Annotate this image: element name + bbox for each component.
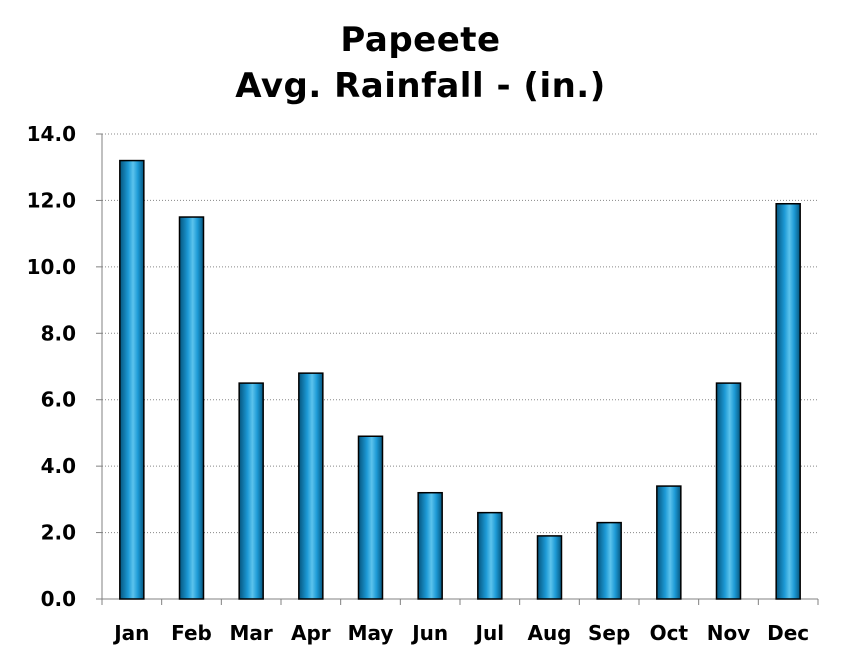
- x-tick-label: Aug: [527, 621, 571, 645]
- bar-jan: [119, 159, 145, 600]
- x-tick-label: Jun: [410, 621, 448, 645]
- x-tick-label: Jul: [474, 621, 505, 645]
- bar-jul: [477, 511, 503, 600]
- x-tick-label: Jan: [112, 621, 149, 645]
- bar-sep: [596, 521, 622, 600]
- x-tick-label: Mar: [230, 621, 273, 645]
- x-tick-label: Oct: [650, 621, 689, 645]
- bar-feb: [178, 216, 205, 600]
- bar-dec: [775, 203, 801, 600]
- x-tick-label: Feb: [171, 621, 212, 645]
- bar-may: [357, 435, 384, 600]
- bar-oct: [656, 485, 682, 600]
- y-tick-label: 12.0: [27, 188, 76, 212]
- chart-title-line-2: Avg. Rainfall - (in.): [235, 66, 606, 106]
- y-tick-label: 10.0: [27, 255, 76, 279]
- x-tick-label: Sep: [588, 621, 630, 645]
- y-tick-label: 4.0: [41, 454, 76, 478]
- chart-title-line-1: Papeete: [340, 20, 501, 60]
- y-tick-label: 8.0: [41, 321, 76, 345]
- x-tick-label: Dec: [767, 621, 809, 645]
- bar-nov: [715, 382, 742, 600]
- x-tick-label: May: [348, 621, 394, 645]
- x-tick-label: Nov: [707, 621, 751, 645]
- y-tick-label: 6.0: [41, 388, 76, 412]
- y-tick-label: 2.0: [41, 521, 76, 545]
- bar-apr: [298, 372, 324, 600]
- y-tick-label: 0.0: [41, 587, 76, 611]
- x-tick-label: Apr: [291, 621, 331, 645]
- bar-jun: [417, 491, 443, 600]
- y-tick-label: 14.0: [27, 122, 76, 146]
- bar-mar: [238, 382, 264, 600]
- bar-aug: [536, 535, 563, 600]
